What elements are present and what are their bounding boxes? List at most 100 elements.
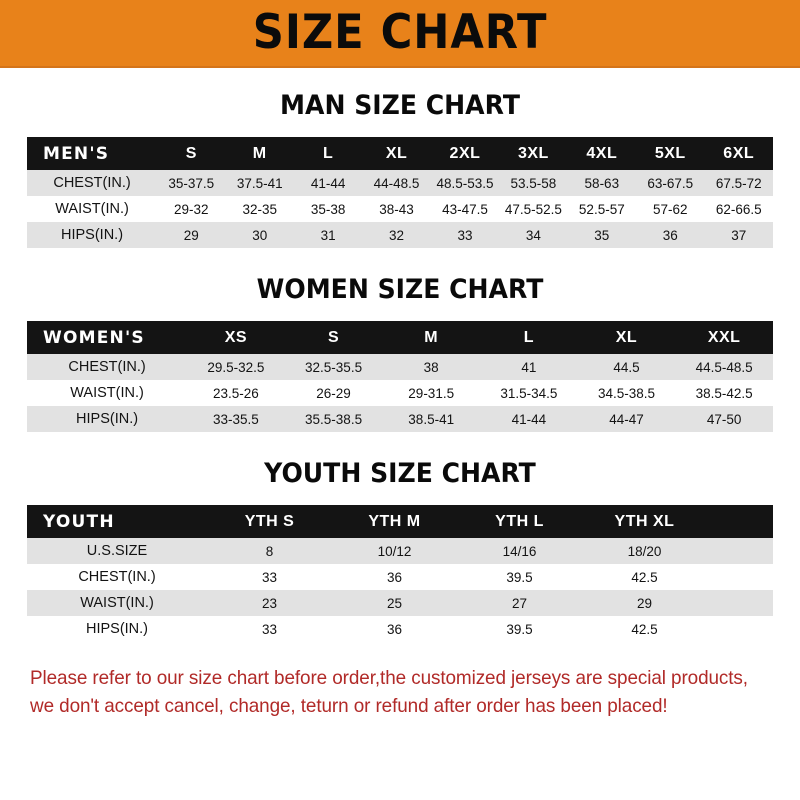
- table-row: HIPS(IN.) 33 36 39.5 42.5: [27, 616, 773, 642]
- men-row-label-chest: CHEST(IN.): [53, 175, 131, 191]
- women-chest-xxl: 44.5-48.5: [695, 359, 753, 375]
- men-hips-3xl: 34: [525, 227, 541, 243]
- size-chart-banner: SIZE CHART: [0, 0, 800, 68]
- women-chest-s: 32.5-35.5: [305, 359, 363, 375]
- men-header-3xl: 3XL: [517, 144, 549, 162]
- men-header-2xl: 2XL: [449, 144, 481, 162]
- men-waist-5xl: 57-62: [652, 201, 688, 217]
- youth-waist-m: 25: [386, 595, 403, 611]
- women-header-m: M: [424, 328, 439, 346]
- men-chest-xl: 44-48.5: [373, 175, 420, 191]
- men-chest-4xl: 58-63: [584, 175, 620, 191]
- men-waist-m: 32-35: [242, 201, 277, 217]
- section-men: MAN SIZE CHART MEN'S S M L XL 2XL 3XL 4X…: [0, 92, 800, 248]
- women-header-s: S: [327, 328, 340, 346]
- men-header-5xl: 5XL: [654, 144, 686, 162]
- men-waist-xl: 38-43: [379, 201, 414, 217]
- women-row-label-chest: CHEST(IN.): [68, 359, 146, 375]
- men-chest-s: 35-37.5: [168, 175, 215, 191]
- women-waist-xl: 34.5-38.5: [597, 385, 655, 401]
- women-waist-m: 29-31.5: [408, 385, 455, 401]
- table-row: HIPS(IN.) 29 30 31 32 33 34 35 36 37: [27, 222, 773, 248]
- youth-header-spacer: [707, 505, 773, 538]
- men-waist-l: 35-38: [310, 201, 346, 217]
- men-header-s: S: [185, 144, 197, 162]
- men-hips-s: 29: [183, 227, 199, 243]
- men-waist-6xl: 62-66.5: [715, 201, 762, 217]
- section-youth: YOUTH SIZE CHART YOUTH YTH S YTH M YTH L…: [0, 460, 800, 642]
- women-header-label: WOMEN'S: [43, 327, 145, 348]
- youth-hips-s: 33: [261, 621, 278, 637]
- women-chest-m: 38: [423, 359, 439, 375]
- men-hips-xl: 32: [389, 227, 405, 243]
- men-chest-m: 37.5-41: [236, 175, 283, 191]
- women-waist-xs: 23.5-26: [213, 385, 259, 401]
- youth-row-label-ussize: U.S.SIZE: [86, 543, 148, 559]
- youth-header-xl: YTH XL: [614, 512, 675, 530]
- men-chest-6xl: 67.5-72: [715, 175, 762, 191]
- men-chest-5xl: 63-67.5: [647, 175, 694, 191]
- women-header-xs: XS: [224, 328, 248, 346]
- men-header-4xl: 4XL: [586, 144, 618, 162]
- men-header-6xl: 6XL: [723, 144, 755, 162]
- men-hips-l: 31: [320, 227, 336, 243]
- men-hips-m: 30: [252, 227, 268, 243]
- youth-hips-m: 36: [386, 621, 403, 637]
- women-waist-s: 26-29: [316, 385, 351, 401]
- disclaimer-line-2: we don't accept cancel, change, teturn o…: [30, 695, 668, 718]
- women-header-xl: XL: [615, 328, 638, 346]
- youth-ussize-spacer: [707, 538, 773, 564]
- table-row: HIPS(IN.) 33-35.5 35.5-38.5 38.5-41 41-4…: [27, 406, 773, 432]
- table-row: U.S.SIZE 8 10/12 14/16 18/20: [27, 538, 773, 564]
- men-waist-2xl: 43-47.5: [442, 201, 488, 217]
- women-chest-xs: 29.5-32.5: [207, 359, 265, 375]
- men-chest-l: 41-44: [310, 175, 346, 191]
- table-row: WAIST(IN.) 29-32 32-35 35-38 38-43 43-47…: [27, 196, 773, 222]
- youth-row-label-waist: WAIST(IN.): [80, 595, 154, 611]
- men-waist-4xl: 52.5-57: [578, 201, 625, 217]
- women-table-header-row: WOMEN'S XS S M L XL XXL: [27, 321, 773, 354]
- youth-chest-spacer: [707, 564, 773, 590]
- youth-waist-spacer: [707, 590, 773, 616]
- youth-header-m: YTH M: [368, 512, 421, 530]
- men-header-l: L: [322, 144, 334, 162]
- youth-hips-l: 39.5: [506, 621, 533, 637]
- women-chest-l: 41: [521, 359, 537, 375]
- youth-chest-m: 36: [386, 569, 403, 585]
- men-hips-2xl: 33: [457, 227, 473, 243]
- table-row: CHEST(IN.) 33 36 39.5 42.5: [27, 564, 773, 590]
- men-size-table: MEN'S S M L XL 2XL 3XL 4XL 5XL 6XL CHEST…: [27, 137, 773, 248]
- men-chest-2xl: 48.5-53.5: [436, 175, 494, 191]
- section-title-youth: YOUTH SIZE CHART: [264, 458, 536, 489]
- section-women: WOMEN SIZE CHART WOMEN'S XS S M L XL XXL: [0, 276, 800, 432]
- women-waist-l: 31.5-34.5: [500, 385, 558, 401]
- table-row: WAIST(IN.) 23.5-26 26-29 29-31.5 31.5-34…: [27, 380, 773, 406]
- table-row: CHEST(IN.) 35-37.5 37.5-41 41-44 44-48.5…: [27, 170, 773, 196]
- youth-header-l: YTH L: [495, 512, 544, 530]
- youth-waist-xl: 29: [636, 595, 653, 611]
- youth-row-label-hips: HIPS(IN.): [85, 621, 149, 637]
- men-row-label-hips: HIPS(IN.): [61, 227, 124, 243]
- women-row-label-waist: WAIST(IN.): [70, 385, 144, 401]
- men-hips-6xl: 37: [731, 227, 747, 243]
- youth-waist-l: 27: [511, 595, 528, 611]
- youth-header-label: YOUTH: [43, 511, 115, 532]
- men-chest-3xl: 53.5-58: [510, 175, 557, 191]
- women-hips-s: 35.5-38.5: [305, 411, 363, 427]
- table-row: WAIST(IN.) 23 25 27 29: [27, 590, 773, 616]
- women-hips-xl: 44-47: [609, 411, 644, 427]
- women-hips-l: 41-44: [511, 411, 547, 427]
- size-chart-body: MAN SIZE CHART MEN'S S M L XL 2XL 3XL 4X…: [0, 92, 800, 721]
- youth-ussize-xl: 18/20: [627, 543, 662, 559]
- women-row-label-hips: HIPS(IN.): [76, 411, 139, 427]
- men-header-m: M: [252, 144, 267, 162]
- order-disclaimer: Please refer to our size chart before or…: [30, 664, 786, 721]
- men-waist-3xl: 47.5-52.5: [504, 201, 562, 217]
- men-table-header-row: MEN'S S M L XL 2XL 3XL 4XL 5XL 6XL: [27, 137, 773, 170]
- men-hips-5xl: 36: [662, 227, 678, 243]
- youth-hips-spacer: [707, 616, 773, 642]
- men-waist-s: 29-32: [174, 201, 209, 217]
- page-title: SIZE CHART: [252, 4, 548, 60]
- youth-row-label-chest: CHEST(IN.): [78, 569, 156, 585]
- youth-chest-l: 39.5: [506, 569, 533, 585]
